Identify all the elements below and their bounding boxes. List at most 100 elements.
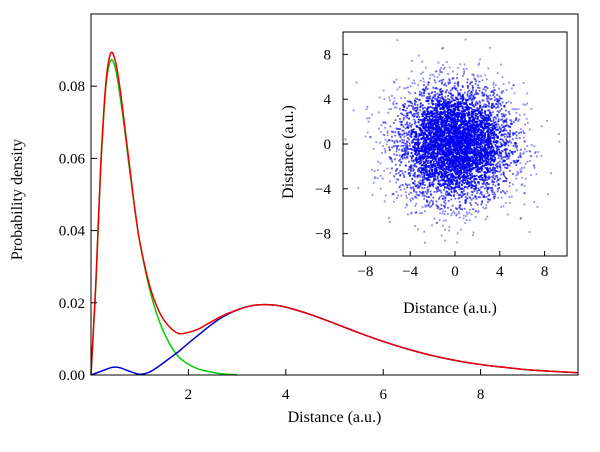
scatter-point [458, 157, 461, 160]
scatter-point [423, 118, 426, 121]
scatter-point [468, 137, 470, 140]
scatter-point [481, 79, 484, 82]
scatter-point [435, 116, 438, 119]
scatter-point [447, 179, 450, 182]
scatter-point [463, 132, 466, 135]
scatter-point [425, 125, 427, 127]
scatter-point [499, 119, 502, 121]
scatter-point [396, 127, 399, 130]
scatter-point [499, 127, 502, 130]
scatter-point [496, 136, 499, 139]
scatter-point [437, 206, 440, 208]
scatter-point [465, 201, 467, 204]
scatter-point [426, 177, 428, 179]
scatter-point [499, 169, 502, 171]
scatter-point [406, 134, 408, 136]
scatter-point [446, 118, 448, 120]
scatter-point [461, 100, 464, 103]
scatter-point [470, 113, 473, 115]
scatter-point [485, 160, 488, 162]
scatter-point [419, 176, 422, 178]
scatter-point [393, 100, 396, 103]
scatter-point [408, 142, 411, 145]
scatter-point [448, 156, 451, 159]
scatter-point [380, 124, 383, 127]
scatter-point [509, 126, 511, 128]
scatter-point [484, 119, 487, 121]
scatter-point [437, 61, 440, 64]
scatter-point [433, 167, 436, 170]
scatter-point [437, 160, 440, 163]
scatter-point [415, 134, 418, 137]
scatter-point [411, 107, 414, 110]
scatter-point [483, 150, 486, 152]
scatter-point [390, 108, 392, 110]
scatter-point [464, 106, 467, 108]
scatter-point [427, 127, 430, 129]
scatter-point [442, 123, 445, 126]
scatter-point [419, 124, 422, 126]
scatter-point [475, 80, 478, 83]
scatter-point [467, 126, 469, 129]
scatter-point [522, 130, 525, 132]
main-x-axis-label: Distance (a.u.) [288, 409, 382, 426]
scatter-point [448, 140, 451, 143]
scatter-point [411, 113, 414, 116]
scatter-point [456, 116, 458, 118]
scatter-point [410, 141, 413, 144]
scatter-point [444, 168, 447, 171]
scatter-point [459, 112, 462, 114]
scatter-point [410, 70, 413, 73]
scatter-point [474, 129, 477, 131]
scatter-point [519, 168, 522, 171]
scatter-point [419, 166, 421, 169]
scatter-point [506, 190, 508, 193]
scatter-point [428, 143, 431, 146]
scatter-point [425, 166, 427, 169]
scatter-point [478, 100, 481, 103]
scatter-point [467, 130, 469, 133]
scatter-point [533, 164, 535, 167]
scatter-point [463, 171, 465, 174]
scatter-point [459, 142, 461, 145]
scatter-point [490, 146, 493, 148]
scatter-point [475, 183, 478, 186]
scatter-point [372, 181, 375, 184]
scatter-point [450, 108, 453, 111]
scatter-point [481, 200, 484, 203]
scatter-point [436, 162, 439, 165]
scatter-point [484, 134, 486, 136]
scatter-point [474, 121, 476, 123]
scatter-point [396, 154, 398, 157]
scatter-point [529, 155, 532, 158]
scatter-point [507, 135, 510, 138]
scatter-point [402, 129, 405, 132]
scatter-point [435, 134, 437, 137]
scatter-point [503, 125, 505, 128]
scatter-point [424, 128, 427, 131]
scatter-point [421, 119, 423, 122]
scatter-point [435, 87, 438, 89]
scatter-point [491, 137, 494, 139]
scatter-point [441, 130, 444, 133]
scatter-point [425, 129, 428, 132]
scatter-point [470, 186, 473, 189]
scatter-point [446, 132, 448, 135]
scatter-point [436, 155, 439, 158]
scatter-point [438, 196, 441, 199]
scatter-point [370, 168, 373, 171]
scatter-point [513, 160, 516, 162]
scatter-point [450, 209, 452, 211]
scatter-point [413, 164, 416, 166]
scatter-point [515, 131, 518, 133]
scatter-point [449, 89, 452, 92]
scatter-point [466, 78, 469, 81]
scatter-point [458, 174, 461, 177]
scatter-point [415, 193, 418, 196]
scatter-point [412, 141, 414, 144]
scatter-point [469, 178, 472, 180]
scatter-point [435, 154, 438, 157]
scatter-point [429, 95, 432, 98]
scatter-point [436, 175, 439, 178]
scatter-point [465, 112, 468, 115]
